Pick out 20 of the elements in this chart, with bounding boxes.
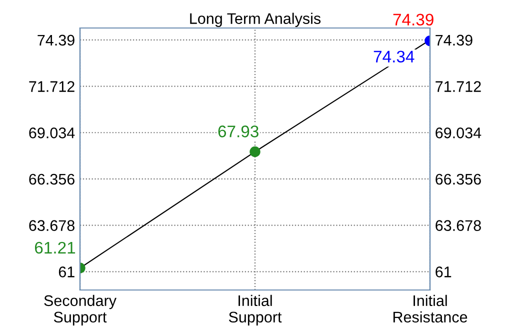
- annotation: 74.39: [393, 14, 434, 26]
- y-tick-label: 71.712: [29, 81, 74, 92]
- y-tick-label: 63.678: [29, 220, 74, 231]
- y2-tick-label: 66.356: [436, 174, 481, 185]
- data-label: 67.93: [218, 126, 258, 138]
- chart-title: Long Term Analysis: [190, 12, 321, 28]
- data-label: 61.21: [34, 242, 76, 254]
- x-tick-label: Secondary Support: [44, 294, 116, 326]
- x-tick-label: Initial Resistance: [393, 294, 468, 323]
- y-tick-label: 66.356: [29, 174, 74, 185]
- y2-tick-label: 69.034: [436, 127, 482, 138]
- y2-tick-label: 71.712: [436, 81, 481, 92]
- x-tick-label: Initial Support: [228, 294, 282, 326]
- y-tick-label: 69.034: [29, 127, 75, 138]
- y2-tick-label: 74.39: [436, 34, 472, 46]
- y2-tick-label: 61: [436, 266, 452, 278]
- data-label: 74.34: [374, 50, 414, 63]
- y-tick-label: 74.39: [38, 34, 74, 46]
- y2-tick-label: 63.678: [436, 220, 481, 231]
- y-tick-label: 61: [58, 266, 74, 278]
